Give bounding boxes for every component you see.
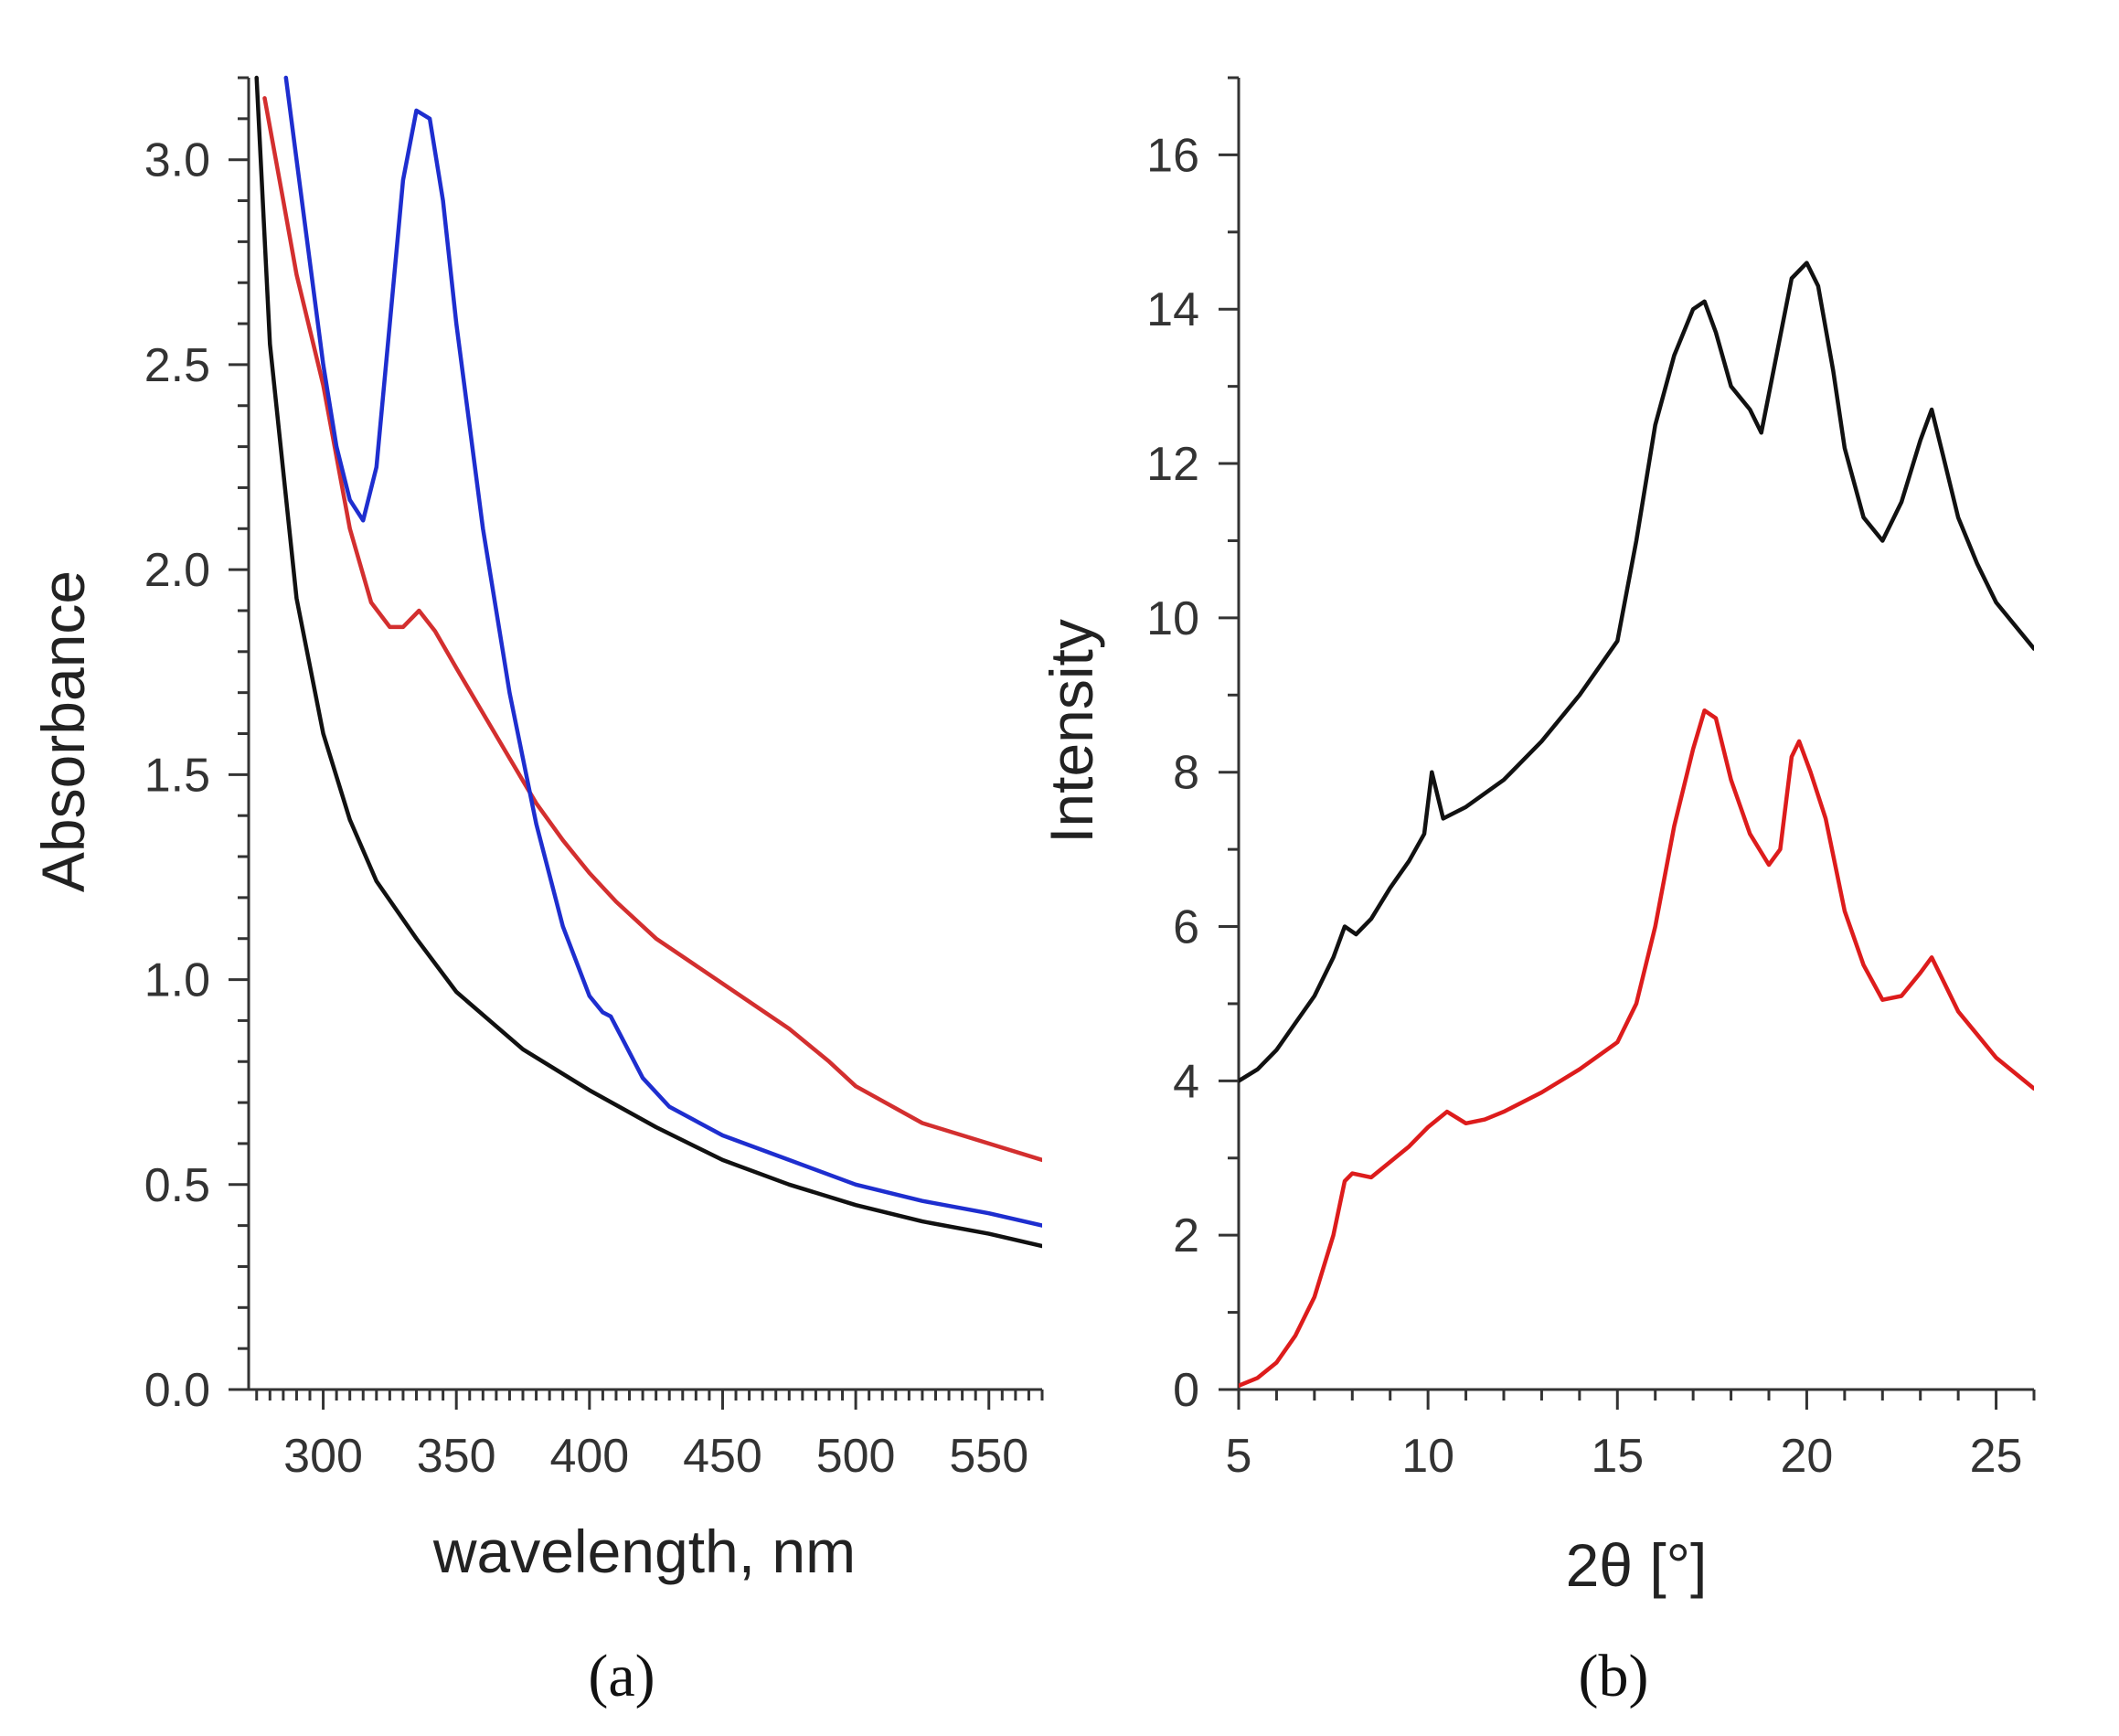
x-tick-label: 15 — [1591, 1430, 1644, 1483]
y-tick-label: 3.0 — [144, 134, 210, 187]
panel-b-intensity-chart: 5 10 15 20 25 0 2 4 6 8 10 12 14 16 2θ [°] Intensity (b) — [1038, 76, 2036, 1709]
y-axis-title: Intensity — [1038, 619, 1105, 844]
y-tick-label: 10 — [1146, 592, 1199, 645]
series-line-red — [262, 96, 1042, 1163]
y-tick-label: 2.5 — [144, 339, 210, 392]
y-tick-label: 2 — [1173, 1209, 1199, 1262]
y-tick-label: 6 — [1173, 901, 1199, 954]
y-tick-label: 1.5 — [144, 749, 210, 802]
y-tick-label: 0.5 — [144, 1159, 210, 1212]
y-tick-label: 14 — [1146, 283, 1199, 336]
y-tick-label: 0 — [1173, 1364, 1199, 1417]
y-tick-label: 16 — [1146, 129, 1199, 182]
series-line-black — [1239, 261, 2034, 1083]
series-group — [1239, 261, 2034, 1389]
x-tick-label: 400 — [549, 1430, 629, 1483]
y-tick-label: 12 — [1146, 438, 1199, 491]
series-line-red — [1239, 708, 2034, 1389]
x-tick-label: 10 — [1401, 1430, 1454, 1483]
x-tick-label: 550 — [949, 1430, 1028, 1483]
x-tick-label: 500 — [816, 1430, 896, 1483]
y-tick-label: 4 — [1173, 1055, 1199, 1108]
y-tick-label: 2.0 — [144, 544, 210, 597]
x-tick-label: 25 — [1970, 1430, 2023, 1483]
y-tick-label: 0.0 — [144, 1364, 210, 1417]
panel-caption: (a) — [588, 1643, 655, 1709]
x-tick-label: 300 — [283, 1430, 363, 1483]
x-axis-title: 2θ [°] — [1566, 1531, 1708, 1599]
series-group — [254, 75, 1042, 1249]
y-tick-label: 1.0 — [144, 954, 210, 1007]
x-tick-label: 350 — [417, 1430, 496, 1483]
panel-caption: (b) — [1579, 1643, 1649, 1709]
x-tick-label: 20 — [1781, 1430, 1834, 1483]
series-line-blue — [283, 75, 1042, 1228]
y-axis-title: Absorbance — [29, 570, 97, 892]
panel-a-absorbance-chart: 300 350 400 450 500 550 0.0 0.5 1.0 1.5 2.0 2.5 3.0 w… — [29, 75, 1044, 1709]
y-tick-label: 8 — [1173, 747, 1199, 800]
series-line-black — [254, 75, 1042, 1249]
x-axis-title: wavelength, nm — [432, 1518, 856, 1585]
x-tick-label: 450 — [683, 1430, 762, 1483]
x-tick-label: 5 — [1226, 1430, 1252, 1483]
